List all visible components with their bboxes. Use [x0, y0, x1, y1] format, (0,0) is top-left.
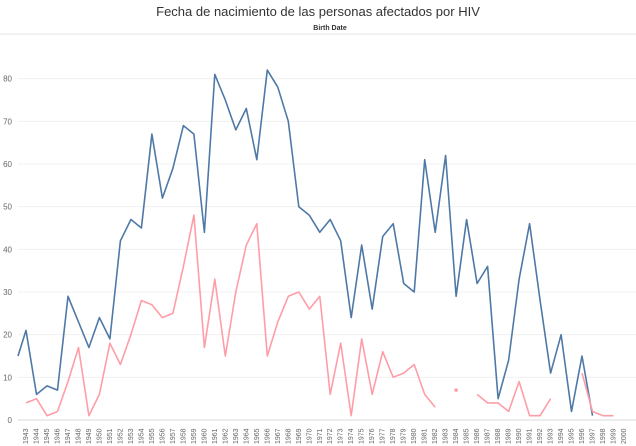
- y-tick-label: 0: [8, 416, 13, 425]
- y-tick-label: 40: [3, 245, 12, 254]
- x-tick-label: 1952: [117, 428, 124, 444]
- x-tick-label: 1973: [338, 428, 345, 444]
- series-1: [17, 69, 594, 416]
- x-tick-label: 1948: [75, 428, 82, 444]
- x-tick-label: 1949: [86, 428, 93, 444]
- x-tick-label: 1945: [44, 428, 51, 444]
- x-tick-label: 1972: [327, 428, 334, 444]
- x-tick-label: 1961: [212, 428, 219, 444]
- x-tick-label: 1947: [65, 428, 72, 444]
- x-tick-label: 1960: [201, 428, 208, 444]
- x-tick-label: 1951: [107, 428, 114, 444]
- x-tick-label: 1971: [317, 428, 324, 444]
- x-tick-label: 1988: [495, 428, 502, 444]
- x-tick-label: 1986: [474, 428, 481, 444]
- series-line: [17, 69, 594, 416]
- x-tick-label: 1996: [579, 428, 586, 444]
- x-tick-label: 1980: [411, 428, 418, 444]
- x-tick-label: 1956: [159, 428, 166, 444]
- x-tick-label: 1958: [180, 428, 187, 444]
- x-tick-label: 1999: [611, 428, 618, 444]
- x-tick-label: 1957: [170, 428, 177, 444]
- x-tick-label: 1943: [23, 428, 30, 444]
- x-tick-label: 1976: [369, 428, 376, 444]
- series-line: [581, 372, 614, 417]
- x-tick-label: 1954: [138, 428, 145, 444]
- x-tick-label: 1969: [296, 428, 303, 444]
- chart-header-label: Birth Date: [313, 25, 347, 32]
- x-tick-label: 1994: [558, 428, 565, 444]
- x-tick-label: 1979: [401, 428, 408, 444]
- x-tick-label: 1982: [432, 428, 439, 444]
- x-tick-label: 1984: [453, 428, 460, 444]
- y-tick-label: 20: [3, 331, 12, 340]
- x-tick-label: 1977: [380, 428, 387, 444]
- x-tick-label: 1975: [359, 428, 366, 444]
- x-tick-label: 1963: [233, 428, 240, 444]
- x-tick-label: 1970: [306, 428, 313, 444]
- x-tick-label: 1978: [390, 428, 397, 444]
- series-line: [476, 380, 552, 417]
- x-tick-label: 1985: [464, 428, 471, 444]
- x-tick-label: 1950: [96, 428, 103, 444]
- x-tick-label: 1955: [149, 428, 156, 444]
- x-tick-label: 1953: [128, 428, 135, 444]
- x-tick-label: 1990: [516, 428, 523, 444]
- x-tick-label: 1993: [548, 428, 555, 444]
- x-tick-label: 1959: [191, 428, 198, 444]
- gridlines: [0, 33, 636, 421]
- y-tick-label: 70: [3, 117, 12, 126]
- x-tick-label: 1964: [243, 428, 250, 444]
- x-tick-label: 1987: [485, 428, 492, 444]
- y-tick-label: 10: [3, 373, 12, 382]
- y-tick-label: 30: [3, 288, 12, 297]
- series-group: [17, 69, 614, 417]
- series-line: [25, 214, 436, 417]
- series-point: [454, 388, 458, 392]
- x-tick-label: 1998: [600, 428, 607, 444]
- x-tick-label: 1992: [537, 428, 544, 444]
- y-tick-label: 60: [3, 160, 12, 169]
- chart-title: Fecha de nacimiento de las personas afec…: [156, 4, 480, 19]
- x-axis: 1943 1944 1945 1946 1947 1948 1949 1950 1951 1952…: [18, 419, 636, 444]
- x-tick-label: 1968: [285, 428, 292, 444]
- x-tick-label: 1997: [590, 428, 597, 444]
- y-tick-label: 50: [3, 203, 12, 212]
- x-tick-label: 1974: [348, 428, 355, 444]
- x-tick-label: 1962: [222, 428, 229, 444]
- x-tick-label: 1995: [569, 428, 576, 444]
- x-tick-label: 1981: [422, 428, 429, 444]
- x-tick-label: 1991: [527, 428, 534, 444]
- x-tick-label: 1944: [33, 428, 40, 444]
- x-tick-label: 1966: [264, 428, 271, 444]
- x-tick-label: 2000: [621, 428, 628, 444]
- x-tick-label: 1989: [506, 428, 513, 444]
- x-tick-label: 1983: [443, 428, 450, 444]
- x-tick-label: 1967: [275, 428, 282, 444]
- y-axis: 0 10 20 30 40 50 60 70 80: [3, 75, 12, 425]
- y-tick-label: 80: [3, 75, 12, 84]
- x-tick-label: 1946: [54, 428, 61, 444]
- x-tick-label: 1965: [254, 428, 261, 444]
- series-2: [25, 214, 614, 417]
